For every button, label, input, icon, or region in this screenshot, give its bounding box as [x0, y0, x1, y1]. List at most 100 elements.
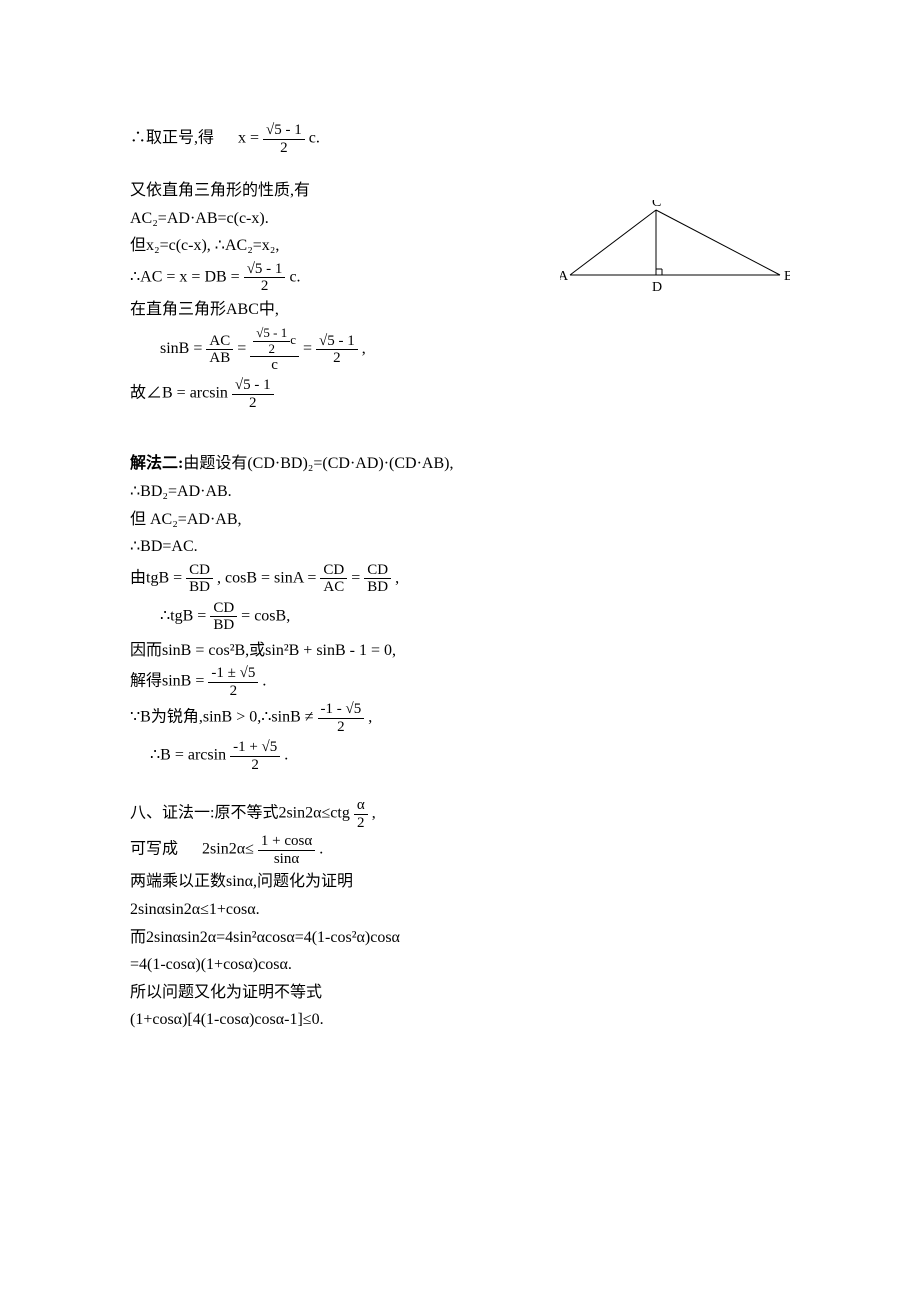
text: 而2sinαsin2α=4sin²αcosα=4(1-cos²α)cosα [130, 929, 400, 946]
text: c. [289, 268, 300, 285]
numerator: √5 - 1 [316, 333, 358, 351]
numerator: -1 + √5 [230, 739, 280, 757]
sec3-line-6: =4(1-cosα)(1+cosα)cosα. [130, 952, 790, 978]
text: , [362, 341, 366, 358]
fraction: √5 - 1 2 [244, 261, 286, 295]
denominator: 2 [354, 815, 368, 832]
numerator: √5 - 1 [232, 377, 274, 395]
fraction: AC AB [206, 333, 233, 367]
svg-text:B: B [784, 269, 790, 284]
denominator: AC [320, 579, 347, 596]
denominator: 2 [230, 757, 280, 774]
text: 由题设有(CD·BD)₂=(CD·AD)·(CD·AB), [183, 455, 453, 472]
fraction: 1 + cosα sinα [258, 833, 315, 867]
svg-text:A: A [560, 269, 569, 284]
numerator: CD [364, 562, 391, 580]
numerator: √5 - 1 2 c [250, 326, 299, 357]
denominator: sinα [258, 851, 315, 868]
text: = [303, 341, 312, 358]
triangle-diagram: A B C D [560, 200, 790, 295]
heading: 解法二: [130, 455, 183, 472]
text: 又依直角三角形的性质,有 [130, 182, 310, 199]
text: ∴BD=AC. [130, 538, 198, 555]
sec2-line-10: ∴B = arcsin -1 + √5 2 . [150, 739, 790, 773]
fraction: α 2 [354, 797, 368, 831]
text: x = [238, 130, 259, 147]
text: 故∠B = arcsin [130, 385, 228, 402]
text: (1+cosα)[4(1-cosα)cosα-1]≤0. [130, 1011, 324, 1028]
text: , [372, 805, 376, 822]
text: . [262, 673, 266, 690]
numerator: CD [186, 562, 213, 580]
text: 可写成 [130, 841, 178, 858]
numerator: -1 - √5 [318, 701, 365, 719]
denominator: AB [206, 350, 233, 367]
denominator: 2 [244, 278, 286, 295]
sec2-line-6: ∴tgB = CD BD = cosB, [160, 600, 790, 634]
denominator: 2 [208, 683, 258, 700]
denominator: BD [364, 579, 391, 596]
text: , cosB = sinA = [217, 570, 316, 587]
text: ∴BD₂=AD·AB. [130, 483, 232, 500]
text: 2sin2α≤ [202, 841, 254, 858]
denominator: 2 [318, 719, 365, 736]
svg-text:C: C [652, 200, 661, 210]
text: c [290, 333, 296, 348]
text: 但 AC₂=AD·AB, [130, 511, 242, 528]
numerator: 1 + cosα [258, 833, 315, 851]
text: c. [309, 130, 320, 147]
denominator: c [250, 357, 299, 374]
sec2-line-5: 由tgB = CD BD , cosB = sinA = CD AC = CD … [130, 562, 790, 596]
numerator: √5 - 1 [253, 326, 290, 341]
numerator: -1 ± √5 [208, 665, 258, 683]
sec2-line-7: 因而sinB = cos²B,或sin²B + sinB - 1 = 0, [130, 638, 790, 664]
fraction: CD BD [186, 562, 213, 596]
numerator: AC [206, 333, 233, 351]
sec2-line-1: 解法二:由题设有(CD·BD)₂=(CD·AD)·(CD·AB), [130, 451, 790, 477]
sec2-line-2: ∴BD₂=AD·AB. [130, 479, 790, 505]
text: , [368, 709, 372, 726]
text: ∴tgB = [160, 608, 206, 625]
denominator: 2 [253, 342, 290, 356]
text: 由tgB = [130, 570, 182, 587]
sec2-line-4: ∴BD=AC. [130, 534, 790, 560]
fraction: √5 - 1 2 [232, 377, 274, 411]
sec2-line-9: ∵B为锐角,sinB > 0,∴sinB ≠ -1 - √5 2 , [130, 701, 790, 735]
text: = cosB, [241, 608, 290, 625]
numerator: √5 - 1 [263, 122, 305, 140]
text: 所以问题又化为证明不等式 [130, 984, 322, 1001]
numerator: α [354, 797, 368, 815]
fraction: √5 - 1 2 [316, 333, 358, 367]
text: sinB = [160, 341, 202, 358]
text: ∴B = arcsin [150, 747, 226, 764]
numerator: √5 - 1 [244, 261, 286, 279]
eq-sinB: sinB = AC AB = √5 - 1 2 c c = √5 - 1 2 , [160, 326, 790, 373]
line-8: 故∠B = arcsin √5 - 1 2 [130, 377, 790, 411]
sec3-line-5: 而2sinαsin2α=4sin²αcosα=4(1-cos²α)cosα [130, 925, 790, 951]
text: , [395, 570, 399, 587]
sec3-line-3: 两端乘以正数sinα,问题化为证明 [130, 869, 790, 895]
text: 解得sinB = [130, 673, 204, 690]
sec3-line-1: 八、证法一:原不等式2sin2α≤ctg α 2 , [130, 797, 790, 831]
sec3-line-4: 2sinαsin2α≤1+cosα. [130, 897, 790, 923]
sec2-line-8: 解得sinB = -1 ± √5 2 . [130, 665, 790, 699]
line-1: ∴取正号,得 x = √5 - 1 2 c. [130, 122, 790, 156]
text: 但x₂=c(c-x), ∴AC₂=x₂, [130, 237, 279, 254]
text: ∴AC = x = DB = [130, 268, 240, 285]
sec3-line-8: (1+cosα)[4(1-cosα)cosα-1]≤0. [130, 1007, 790, 1033]
text: 八、证法一:原不等式2sin2α≤ctg [130, 805, 350, 822]
denominator: BD [186, 579, 213, 596]
fraction: -1 + √5 2 [230, 739, 280, 773]
text: ∴取正号,得 [130, 130, 214, 147]
svg-text:D: D [652, 280, 662, 295]
text: = [351, 570, 360, 587]
denominator: 2 [316, 350, 358, 367]
text: . [284, 747, 288, 764]
line-6: 在直角三角形ABC中, [130, 297, 790, 323]
denominator: 2 [263, 140, 305, 157]
fraction: CD AC [320, 562, 347, 596]
fraction: CD BD [210, 600, 237, 634]
fraction: √5 - 1 2 c c [250, 326, 299, 373]
text: . [319, 841, 323, 858]
text: AC₂=AD·AB=c(c-x). [130, 210, 269, 227]
